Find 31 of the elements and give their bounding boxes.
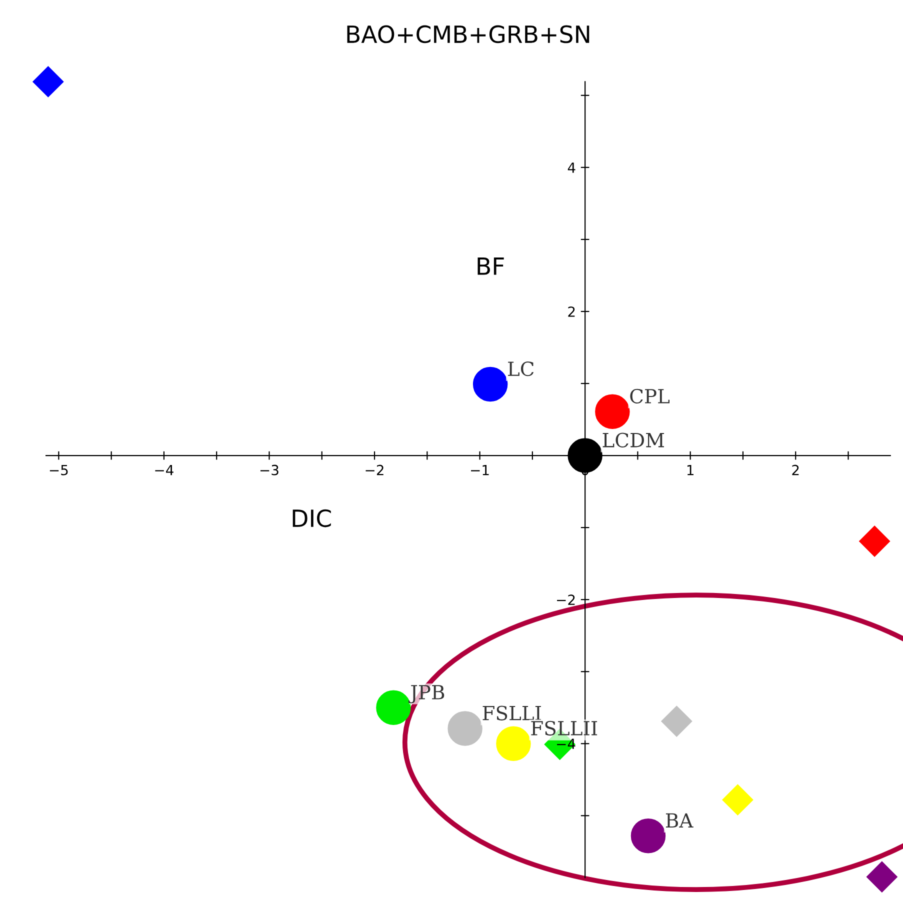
point: [661, 706, 692, 737]
chart-title: BAO+CMB+GRB+SN: [347, 25, 590, 44]
series-label: CPL: [630, 388, 670, 404]
series-label: FSLLI: [482, 706, 541, 720]
y-axis-title: BF: [478, 258, 504, 275]
x-tick-label: 2: [792, 464, 799, 476]
series-label: JPB: [408, 685, 444, 704]
point: [866, 861, 898, 892]
point: [722, 784, 754, 816]
point: [595, 394, 630, 429]
x-tick-label: 1: [687, 464, 694, 476]
x-axis-title: DIC: [292, 509, 331, 528]
point: [472, 366, 508, 402]
y-tick-label: 4: [568, 162, 576, 173]
point: [32, 66, 64, 98]
y-tick-label: −2: [557, 594, 575, 605]
series-label: LCDM: [602, 432, 664, 448]
series-label: FSLLII: [531, 720, 598, 736]
point: [859, 526, 890, 557]
x-tick-label: −2: [366, 464, 384, 476]
x-tick-label: −3: [260, 464, 278, 476]
y-tick-label: 2: [568, 306, 575, 317]
x-tick-label: −4: [155, 464, 174, 476]
point: [568, 438, 602, 473]
point: [630, 818, 666, 854]
x-tick-label: −5: [50, 464, 68, 476]
series-label: LC: [508, 361, 534, 376]
point: [448, 711, 482, 746]
series-label: BA: [666, 813, 694, 828]
point: [496, 726, 531, 761]
x-tick-label: −1: [471, 464, 489, 476]
